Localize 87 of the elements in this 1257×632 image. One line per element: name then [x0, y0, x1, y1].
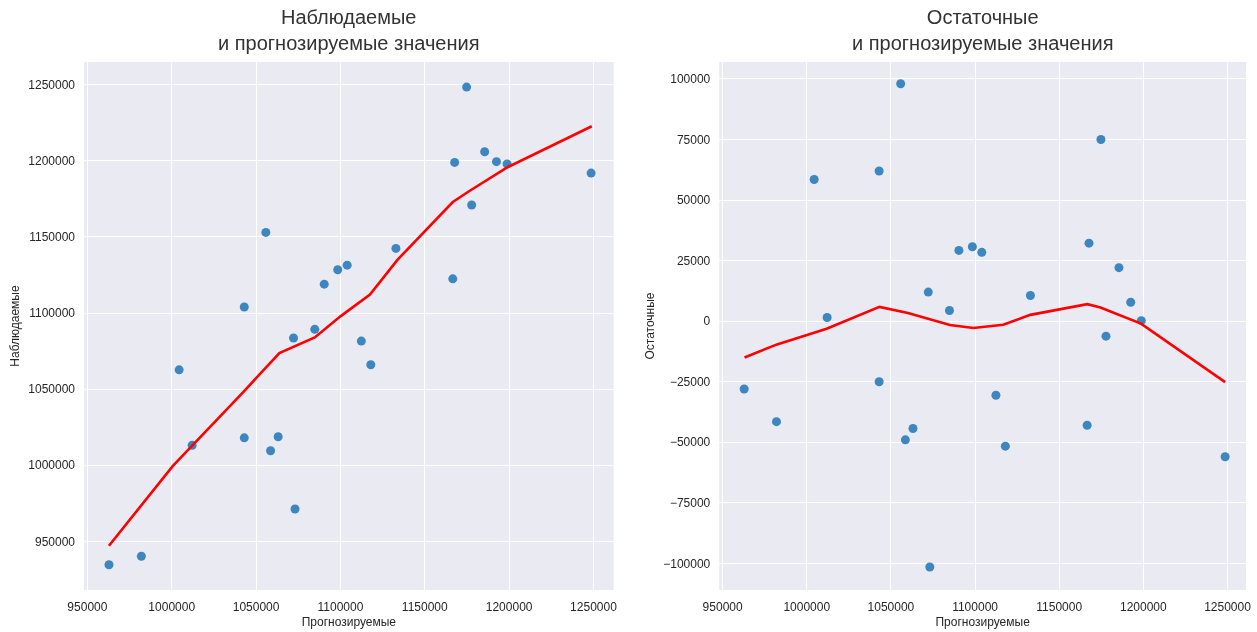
point [1084, 238, 1094, 248]
point [900, 435, 910, 445]
point [771, 417, 781, 427]
point [809, 174, 819, 184]
y-tick-label: 75000 [676, 132, 711, 147]
point [448, 274, 458, 284]
point [991, 390, 1001, 400]
y-axis-title: Остаточные [642, 292, 657, 360]
y-tick-label: 1150000 [29, 230, 76, 245]
x-tick-label: 1000000 [783, 600, 831, 614]
x-tick-label: 1000000 [148, 600, 196, 614]
y-tick-label: 100000 [670, 72, 711, 87]
point [1126, 297, 1136, 307]
y-tick-label: 50000 [676, 193, 711, 208]
y-tick-label: 1200000 [28, 154, 76, 169]
y-tick-label: 1100000 [29, 306, 76, 321]
x-tick-label: 1200000 [485, 600, 533, 614]
x-tick-label: 1050000 [867, 600, 915, 614]
point [923, 287, 933, 297]
y-tick-label: −50000 [669, 435, 711, 450]
point [342, 260, 352, 270]
point [239, 302, 249, 312]
point [874, 377, 884, 387]
point [289, 333, 299, 343]
point [1082, 420, 1092, 430]
x-tick-label: 1150000 [401, 600, 449, 614]
point [467, 200, 477, 210]
point [391, 243, 401, 253]
point [462, 82, 472, 92]
point [491, 157, 501, 167]
y-tick-label: 25000 [676, 253, 711, 268]
point [1101, 331, 1111, 341]
point [925, 562, 935, 572]
point [1114, 263, 1124, 273]
x-axis-title: Прогнозируемые [301, 614, 397, 629]
point [977, 247, 987, 257]
point [104, 560, 114, 570]
point [356, 336, 366, 346]
point [136, 551, 146, 561]
chart-title: Остаточные и прогнозируемые значения [852, 6, 1114, 54]
point [1000, 441, 1010, 451]
point [822, 313, 832, 323]
point [586, 168, 596, 178]
y-tick-label: 1050000 [28, 382, 76, 397]
point [319, 279, 329, 289]
line-series [743, 302, 1227, 384]
x-axis-title: Прогнозируемые [935, 614, 1031, 629]
y-tick-label: −25000 [669, 374, 711, 389]
x-tick-label: 1150000 [1036, 600, 1083, 614]
point [366, 360, 376, 370]
point [266, 446, 276, 456]
y-tick-label: 950000 [34, 534, 76, 549]
x-tick-label: 1250000 [570, 600, 618, 614]
y-tick-label: 1250000 [28, 78, 76, 93]
x-tick-label: 1250000 [1204, 600, 1252, 614]
point [239, 433, 249, 443]
y-tick-label: −75000 [669, 496, 711, 511]
point [1220, 452, 1230, 462]
line-series [107, 124, 594, 548]
point [450, 157, 460, 167]
point [896, 79, 906, 89]
point [739, 384, 749, 394]
point [908, 423, 918, 433]
x-tick-label: 1100000 [952, 600, 999, 614]
point [480, 147, 490, 157]
y-axis-title: Наблюдаемые [7, 285, 22, 367]
x-tick-label: 1200000 [1119, 600, 1168, 614]
x-tick-label: 950000 [67, 600, 108, 614]
point [273, 432, 283, 442]
y-tick-label: 0 [703, 314, 711, 329]
point [967, 242, 977, 252]
point [261, 227, 271, 237]
y-tick-label: 1000000 [28, 458, 76, 473]
point [174, 365, 184, 375]
point [310, 324, 320, 334]
point [1025, 290, 1035, 300]
point [1096, 135, 1106, 144]
point [954, 245, 964, 255]
x-tick-label: 950000 [702, 600, 743, 614]
point [874, 166, 884, 176]
point [290, 504, 300, 514]
point [944, 306, 954, 315]
y-tick-label: −100000 [663, 556, 711, 571]
x-tick-label: 1050000 [232, 600, 280, 614]
point [333, 265, 343, 275]
x-tick-label: 1100000 [317, 600, 364, 614]
chart-title: Наблюдаемые и прогнозируемые значения [218, 6, 480, 54]
